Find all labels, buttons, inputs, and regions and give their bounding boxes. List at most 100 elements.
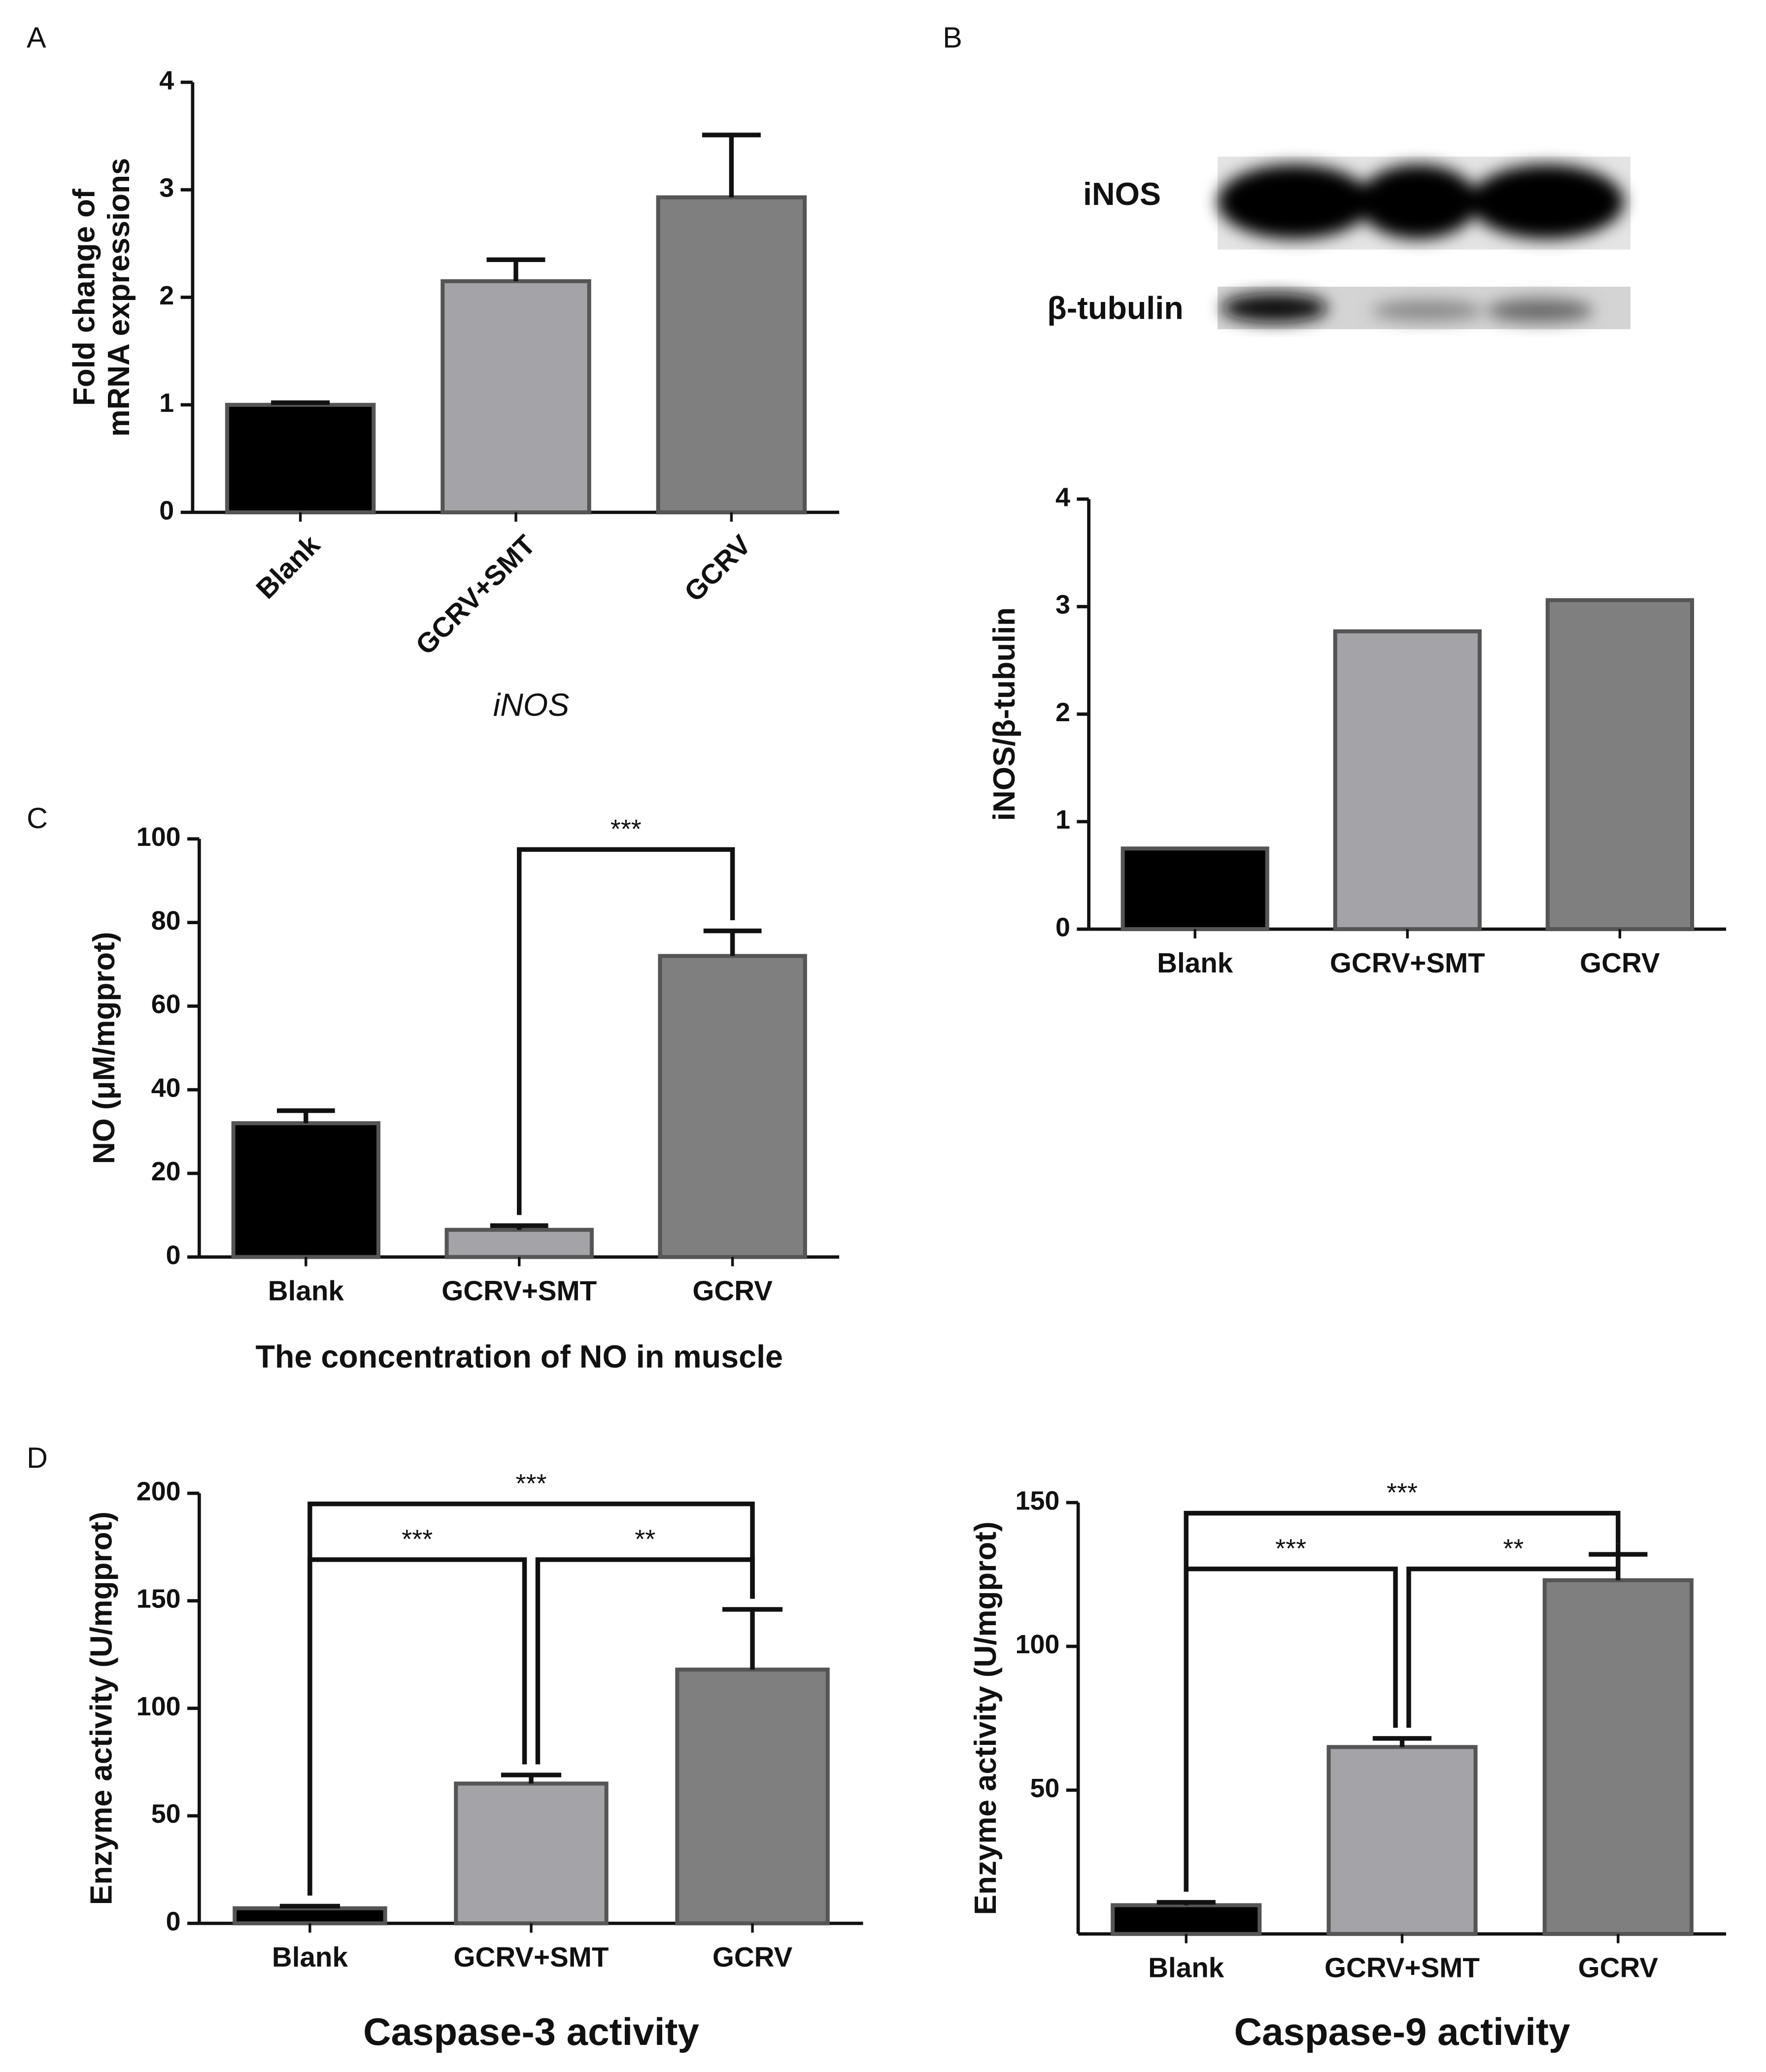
y-tick-label: 0 [166, 1906, 181, 1936]
y-tick-label: 0 [159, 496, 174, 525]
y-axis-label: mRNA expressions [102, 158, 136, 437]
significance-label: *** [402, 1524, 433, 1554]
bar [233, 1906, 387, 1926]
x-tick-label: GCRV+SMT [1324, 1952, 1480, 1983]
y-tick-label: 50 [1030, 1773, 1059, 1803]
y-axis-label: iNOS/β-tubulin [987, 607, 1021, 821]
y-tick-label: 150 [1015, 1486, 1059, 1515]
x-axis-label: Caspase-3 activity [363, 2010, 699, 2053]
x-tick-label: Blank [272, 1941, 348, 1972]
x-axis-label: Caspase-9 activity [1234, 2010, 1570, 2053]
x-tick-label: GCRV+SMT [442, 1275, 597, 1306]
panel-label: B [943, 21, 962, 54]
bar [1111, 1903, 1262, 1936]
error-bar [501, 1772, 562, 1784]
bar [225, 402, 376, 515]
blot-band [1217, 165, 1372, 239]
y-tick-label: 4 [159, 66, 174, 95]
bar [1545, 598, 1695, 932]
y-tick-label: 2 [159, 281, 174, 310]
x-tick-label: GCRV+SMT [1330, 947, 1485, 978]
y-axis-label: Enzyme activity (U/mgprot) [85, 1511, 119, 1905]
bar [675, 1668, 830, 1926]
blot-band [1358, 165, 1478, 239]
y-tick-label: 4 [1055, 482, 1070, 512]
bar [658, 954, 807, 1259]
panel-label: C [27, 802, 48, 835]
y-tick-label: 100 [136, 1692, 181, 1721]
x-tick-label: GCRV+SMT [454, 1941, 609, 1972]
blot-band [1371, 300, 1483, 322]
x-tick-label: GCRV [678, 529, 757, 608]
bar [1121, 846, 1269, 932]
error-bar [490, 1223, 548, 1230]
significance-bracket [517, 847, 735, 1215]
bar [1333, 629, 1482, 932]
blot-label: iNOS [1083, 176, 1161, 212]
y-tick-label: 0 [1055, 912, 1070, 942]
panel-label: A [27, 21, 46, 54]
error-bar [1156, 1900, 1216, 1905]
x-tick-label: Blank [268, 1275, 344, 1306]
blot-band [1469, 165, 1624, 239]
x-tick-label: GCRV [692, 1275, 773, 1306]
bar [656, 195, 807, 515]
error-bar [276, 1108, 335, 1124]
x-tick-label: GCRV [1580, 947, 1660, 978]
bar [454, 1781, 609, 1926]
significance-label: *** [1275, 1534, 1306, 1563]
error-bar [271, 400, 330, 405]
y-tick-label: 150 [136, 1584, 181, 1614]
y-axis-label: Fold change of [68, 189, 102, 406]
y-tick-label: 200 [136, 1476, 181, 1506]
significance-bracket [1406, 1543, 1621, 1728]
error-bar [703, 928, 762, 956]
significance-bracket [1184, 1567, 1398, 1892]
significance-bracket [307, 1557, 527, 1896]
y-tick-label: 40 [151, 1073, 181, 1103]
y-tick-label: 2 [1055, 698, 1070, 727]
significance-label: ** [635, 1524, 655, 1554]
bar [1542, 1578, 1694, 1936]
panel-label: D [27, 1441, 48, 1474]
blot-band [1487, 299, 1594, 323]
y-tick-label: 0 [166, 1240, 181, 1270]
y-tick-label: 3 [159, 173, 174, 203]
y-tick-label: 80 [151, 906, 181, 936]
error-bar [1372, 1736, 1432, 1747]
significance-label: *** [611, 814, 642, 844]
x-tick-label: GCRV [713, 1941, 793, 1972]
error-bar [486, 257, 545, 281]
x-tick-label: Blank [1157, 947, 1233, 978]
bar [1326, 1745, 1478, 1936]
x-tick-label: Blank [1148, 1952, 1224, 1983]
x-tick-label: GCRV [1578, 1952, 1659, 1983]
x-axis-label: iNOS [493, 687, 569, 723]
x-tick-label: GCRV+SMT [409, 529, 541, 661]
y-tick-label: 100 [136, 822, 181, 852]
blot-band [1222, 293, 1328, 323]
error-bar [722, 1607, 783, 1670]
significance-label: *** [1387, 1478, 1418, 1507]
error-bar [279, 1904, 340, 1909]
error-bar [702, 133, 761, 198]
y-tick-label: 100 [1015, 1630, 1059, 1659]
bar [444, 1228, 594, 1259]
western-blot [1217, 156, 1630, 330]
blot-label: β-tubulin [1047, 290, 1183, 326]
y-tick-label: 1 [159, 388, 174, 418]
x-tick-label: Blank [250, 529, 326, 604]
y-tick-label: 20 [151, 1157, 181, 1186]
bar [231, 1121, 381, 1259]
y-axis-label: Enzyme activity (U/mgprot) [969, 1522, 1003, 1915]
significance-bracket [535, 1557, 755, 1765]
significance-label: ** [1503, 1534, 1524, 1563]
significance-label: *** [516, 1469, 547, 1498]
y-tick-label: 50 [151, 1799, 181, 1829]
x-axis-label: The concentration of NO in muscle [255, 1338, 783, 1374]
y-tick-label: 1 [1055, 805, 1070, 835]
y-tick-label: 60 [151, 990, 181, 1019]
bar [441, 279, 591, 515]
y-tick-label: 3 [1055, 590, 1070, 620]
